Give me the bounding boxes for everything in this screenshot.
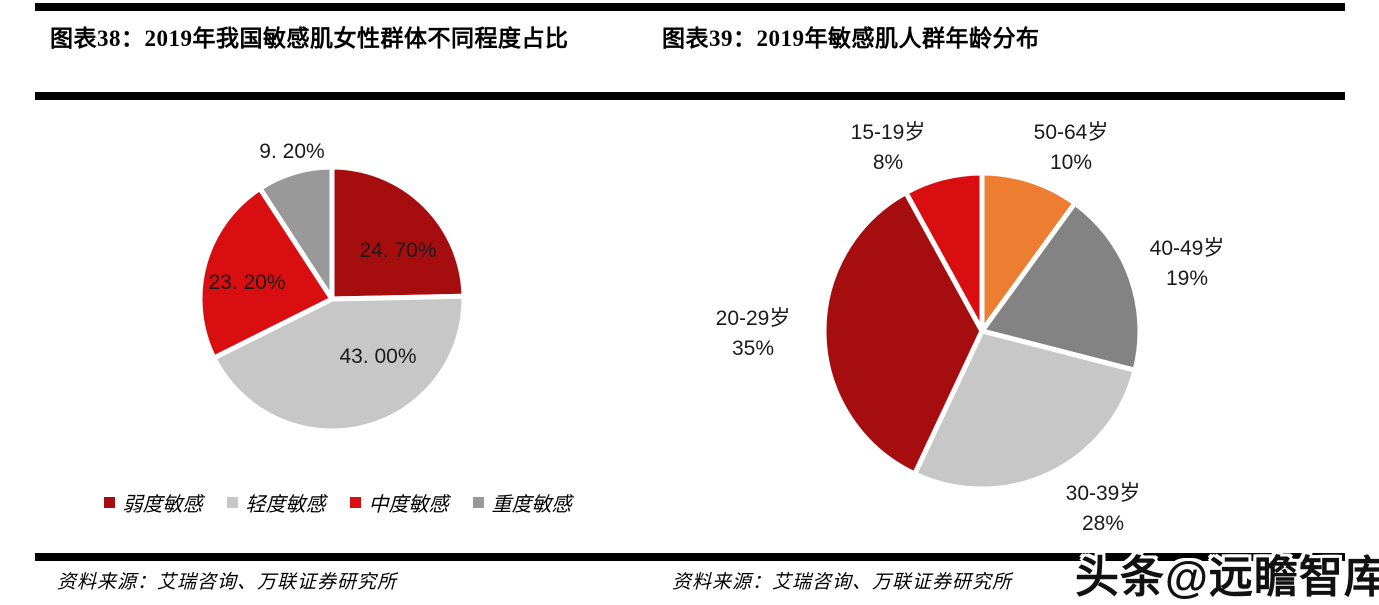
slice-label-age-40-49: 40-49岁 19% — [1150, 234, 1225, 294]
slice-label-light-sensitivity: 43. 00% — [339, 345, 417, 368]
figure38-legend: 弱度敏感 轻度敏感 中度敏感 重度敏感 — [35, 488, 640, 517]
age-range-pct: 19% — [1165, 267, 1209, 290]
pie-chart-age-distribution — [821, 170, 1143, 492]
legend-item-light: 轻度敏感 — [226, 488, 326, 517]
legend-swatch-weak — [103, 497, 115, 508]
age-range-pct: 8% — [872, 151, 904, 174]
slice-label-medium-sensitivity: 23. 20% — [208, 271, 286, 294]
legend-swatch-severe — [472, 497, 484, 508]
pie-slice-50-64岁 — [979, 170, 1078, 334]
age-range-text: 20-29岁 — [715, 307, 791, 330]
legend-item-medium: 中度敏感 — [349, 488, 449, 517]
legend-label-severe: 重度敏感 — [491, 494, 572, 516]
figure38-title: 图表38：2019年我国敏感肌女性群体不同程度占比 — [50, 26, 569, 51]
slice-label-age-50-64: 50-64岁 10% — [1034, 118, 1109, 178]
pie-slice-30-39岁 — [912, 328, 1138, 492]
legend-swatch-medium — [349, 497, 361, 508]
bottom-rule — [35, 553, 1345, 561]
slice-label-severe-sensitivity: 9. 20% — [259, 140, 325, 163]
age-range-text: 50-64岁 — [1033, 121, 1109, 144]
pie-slice-40-49岁 — [979, 200, 1143, 373]
figure39-title: 图表39：2019年敏感肌人群年龄分布 — [662, 26, 1040, 51]
pie-slice-15-19岁 — [903, 170, 985, 334]
legend-label-medium: 中度敏感 — [368, 494, 449, 516]
source-note-left: 资料来源：艾瑞咨询、万联证券研究所 — [57, 572, 398, 593]
legend-item-severe: 重度敏感 — [472, 488, 572, 517]
legend-label-weak: 弱度敏感 — [122, 494, 203, 516]
age-range-text: 30-39岁 — [1065, 482, 1141, 505]
watermark-text: 头条@远瞻智库 — [1075, 553, 1379, 602]
top-rule — [35, 3, 1345, 11]
title-divider-rule — [35, 92, 1345, 100]
age-range-pct: 35% — [731, 337, 775, 360]
slice-label-weak-sensitivity: 24. 70% — [359, 239, 437, 262]
slice-label-age-20-29: 20-29岁 35% — [716, 304, 791, 364]
pie-slice-弱度敏感 — [329, 164, 467, 302]
pie-slice-中度敏感 — [197, 185, 335, 361]
pie-chart-sensitivity-degree — [197, 164, 467, 434]
age-range-text: 15-19岁 — [850, 121, 926, 144]
age-range-text: 40-49岁 — [1149, 237, 1225, 260]
slice-label-age-15-19: 15-19岁 8% — [851, 118, 926, 178]
source-note-right: 资料来源：艾瑞咨询、万联证券研究所 — [672, 572, 1013, 593]
pie-slice-重度敏感 — [257, 164, 335, 302]
slice-label-age-30-39: 30-39岁 28% — [1066, 479, 1141, 539]
legend-item-weak: 弱度敏感 — [103, 488, 203, 517]
pie-slice-轻度敏感 — [211, 293, 467, 434]
legend-label-light: 轻度敏感 — [245, 494, 326, 516]
age-range-pct: 10% — [1049, 151, 1093, 174]
age-range-pct: 28% — [1081, 512, 1125, 535]
legend-swatch-light — [226, 497, 238, 508]
